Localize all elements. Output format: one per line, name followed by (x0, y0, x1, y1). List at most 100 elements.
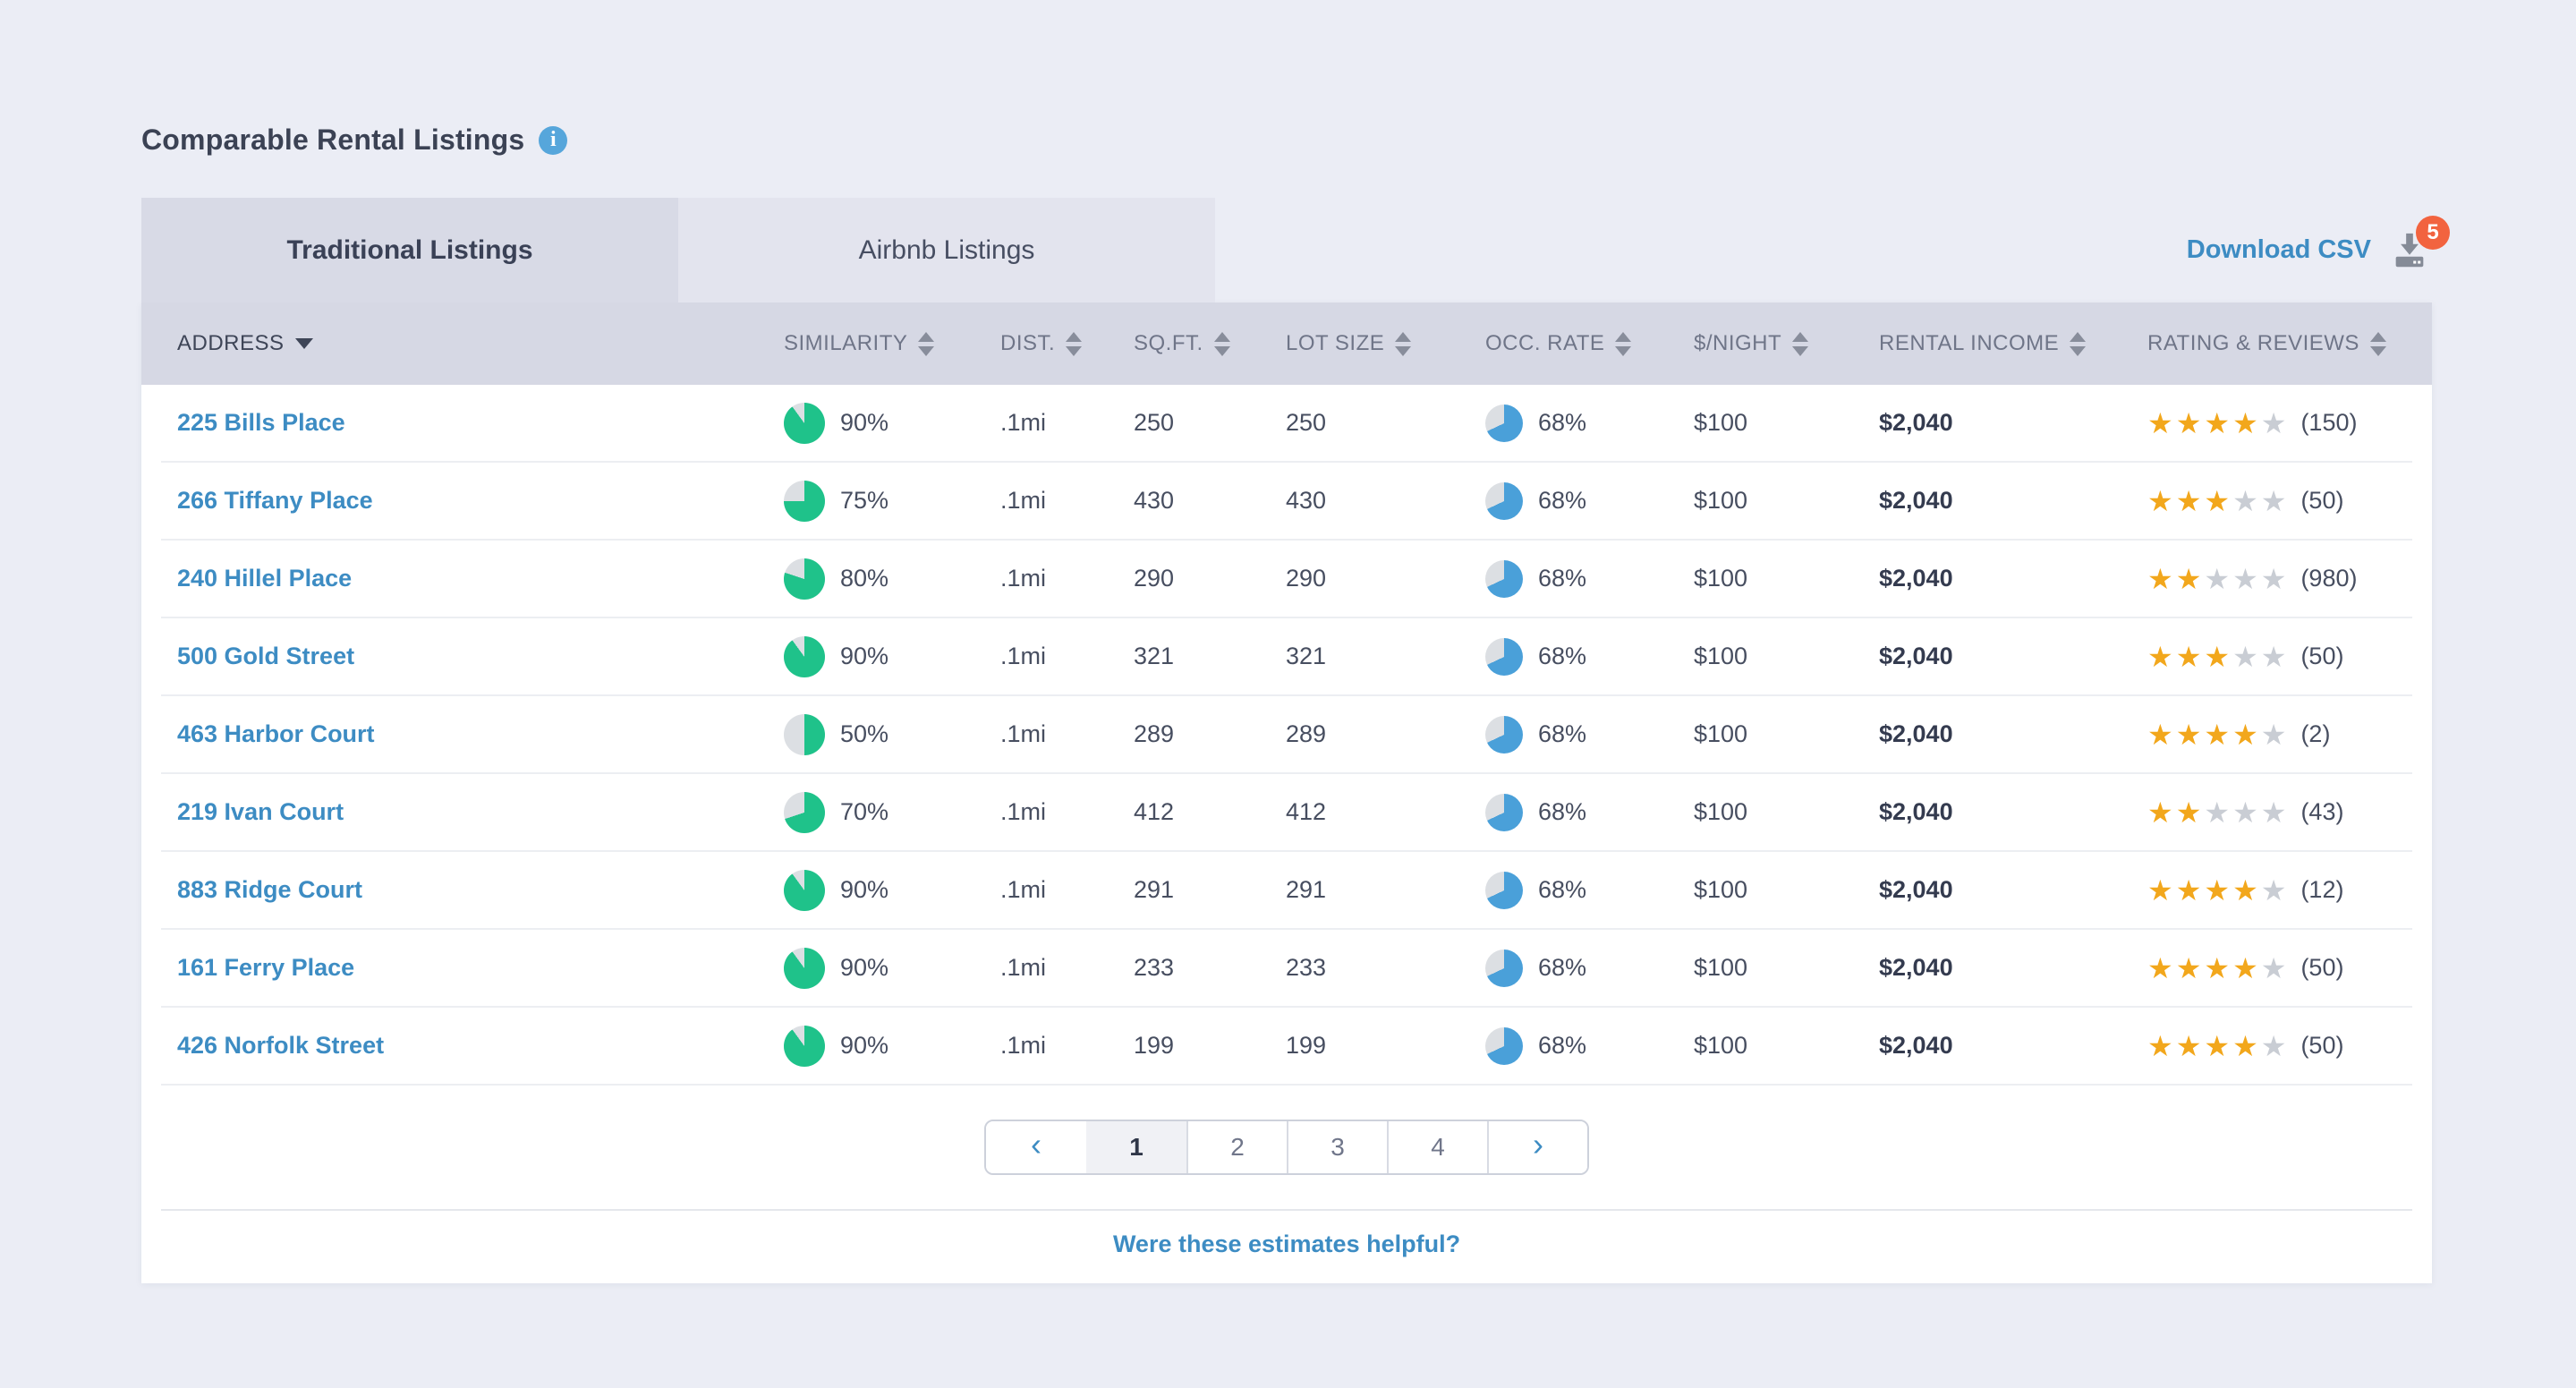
column-header-lot-size[interactable]: LOT SIZE (1286, 331, 1485, 356)
rating-and-reviews: ★ ★ ★ ★ ★ (2) (2147, 720, 2396, 749)
download-csv-link[interactable]: Download CSV (2186, 235, 2371, 264)
address-link[interactable]: 426 Norfolk Street (177, 1032, 385, 1059)
star-empty-icon: ★ (2204, 796, 2231, 829)
address-link[interactable]: 266 Tiffany Place (177, 487, 373, 514)
distance-value: .1mi (1000, 876, 1047, 903)
lot-size-value: 199 (1286, 1032, 1327, 1059)
column-header-price-night[interactable]: $/NIGHT (1694, 331, 1879, 356)
column-header-rating-reviews[interactable]: RATING & REVIEWS (2147, 331, 2396, 356)
address-link[interactable]: 161 Ferry Place (177, 954, 355, 981)
occupancy-pie-chart (1485, 715, 1523, 754)
star-filled-icon: ★ (2204, 951, 2231, 984)
rating-and-reviews: ★ ★ ★ ★ ★ (980) (2147, 565, 2396, 593)
star-filled-icon: ★ (2232, 1029, 2258, 1062)
distance-value: .1mi (1000, 798, 1047, 825)
review-count: (980) (2300, 565, 2358, 592)
column-header-address[interactable]: ADDRESS (177, 331, 784, 356)
review-count: (43) (2300, 798, 2344, 825)
rating-and-reviews: ★ ★ ★ ★ ★ (150) (2147, 409, 2396, 438)
occupancy-pie-chart (1485, 871, 1523, 909)
lot-size-value: 321 (1286, 643, 1327, 669)
distance-value: .1mi (1000, 720, 1047, 747)
star-rating: ★ ★ ★ ★ ★ (2147, 876, 2286, 905)
star-filled-icon: ★ (2147, 718, 2173, 751)
pagination-page-2-button[interactable]: 2 (1186, 1121, 1287, 1173)
pagination-page-4-button[interactable]: 4 (1387, 1121, 1487, 1173)
info-icon[interactable]: i (539, 125, 568, 155)
similarity-value: 90% (840, 409, 889, 436)
star-filled-icon: ★ (2175, 1029, 2202, 1062)
star-rating: ★ ★ ★ ★ ★ (2147, 798, 2286, 827)
column-header-similarity[interactable]: SIMILARITY (784, 331, 1000, 356)
table-row: 426 Norfolk Street 90% .1mi 199 199 68% … (161, 1008, 2412, 1086)
star-filled-icon: ★ (2204, 718, 2231, 751)
column-header-label: SQ.FT. (1134, 331, 1203, 355)
similarity-value: 90% (840, 1032, 889, 1059)
address-link[interactable]: 240 Hillel Place (177, 565, 353, 592)
pagination-next-button[interactable]: › (1487, 1121, 1587, 1173)
similarity-pie-chart (784, 635, 825, 677)
price-per-night-value: $100 (1694, 954, 1748, 981)
rental-income-value: $2,040 (1879, 409, 1953, 436)
occupancy-value: 68% (1538, 1032, 1587, 1059)
rating-and-reviews: ★ ★ ★ ★ ★ (50) (2147, 954, 2396, 983)
star-filled-icon: ★ (2204, 873, 2231, 907)
sort-icon (1792, 331, 1809, 356)
similarity-value: 75% (840, 487, 889, 514)
star-rating: ★ ★ ★ ★ ★ (2147, 720, 2286, 749)
table-row: 240 Hillel Place 80% .1mi 290 290 68% $1… (161, 541, 2412, 618)
star-filled-icon: ★ (2175, 951, 2202, 984)
title-row: Comparable Rental Listings i (141, 123, 2432, 157)
sqft-value: 412 (1134, 798, 1175, 825)
occupancy-value: 68% (1538, 954, 1587, 981)
estimates-feedback-link[interactable]: Were these estimates helpful? (1112, 1230, 1461, 1257)
price-per-night-value: $100 (1694, 798, 1748, 825)
similarity-value: 70% (840, 798, 889, 825)
star-filled-icon: ★ (2204, 1029, 2231, 1062)
column-header-sqft[interactable]: SQ.FT. (1134, 331, 1286, 356)
column-header-label: ADDRESS (177, 331, 285, 355)
address-link[interactable]: 225 Bills Place (177, 409, 345, 436)
address-link[interactable]: 219 Ivan Court (177, 798, 344, 825)
download-icon[interactable]: 5 (2389, 215, 2450, 271)
pagination-page-3-button[interactable]: 3 (1287, 1121, 1387, 1173)
column-header-dist[interactable]: DIST. (1000, 331, 1134, 356)
tab-airbnb-listings[interactable]: Airbnb Listings (678, 198, 1215, 302)
tabs-row: Traditional Listings Airbnb Listings Dow… (141, 198, 2450, 302)
sqft-value: 321 (1134, 643, 1175, 669)
star-rating: ★ ★ ★ ★ ★ (2147, 487, 2286, 515)
comparable-rental-listings-panel: Comparable Rental Listings i Traditional… (141, 0, 2450, 1283)
star-empty-icon: ★ (2232, 796, 2258, 829)
star-filled-icon: ★ (2232, 718, 2258, 751)
star-filled-icon: ★ (2147, 640, 2173, 673)
column-header-occ-rate[interactable]: OCC. RATE (1485, 331, 1694, 356)
sort-icon (1395, 331, 1412, 356)
star-filled-icon: ★ (2204, 406, 2231, 439)
lot-size-value: 289 (1286, 720, 1327, 747)
tab-traditional-listings[interactable]: Traditional Listings (141, 198, 678, 302)
occupancy-pie-chart (1485, 637, 1523, 676)
star-filled-icon: ★ (2147, 484, 2173, 517)
star-empty-icon: ★ (2204, 562, 2231, 595)
distance-value: .1mi (1000, 954, 1047, 981)
similarity-value: 90% (840, 954, 889, 981)
address-link[interactable]: 883 Ridge Court (177, 876, 363, 903)
download-csv-area: Download CSV 5 (2186, 198, 2450, 302)
column-header-label: $/NIGHT (1694, 331, 1782, 355)
column-header-rental-income[interactable]: RENTAL INCOME (1879, 331, 2147, 356)
table-header-row: ADDRESS SIMILARITY DIST. SQ.FT. LOT SIZE… (141, 302, 2432, 385)
star-rating: ★ ★ ★ ★ ★ (2147, 409, 2286, 438)
review-count: (50) (2300, 954, 2344, 981)
rental-income-value: $2,040 (1879, 565, 1953, 592)
similarity-value: 90% (840, 876, 889, 903)
column-header-label: DIST. (1000, 331, 1056, 355)
pagination-page-1-button[interactable]: 1 (1086, 1121, 1186, 1173)
distance-value: .1mi (1000, 487, 1047, 514)
pagination-prev-button[interactable]: ‹ (986, 1121, 1086, 1173)
occupancy-pie-chart (1485, 793, 1523, 831)
address-link[interactable]: 500 Gold Street (177, 643, 355, 669)
address-link[interactable]: 463 Harbor Court (177, 720, 375, 747)
rental-income-value: $2,040 (1879, 487, 1953, 514)
